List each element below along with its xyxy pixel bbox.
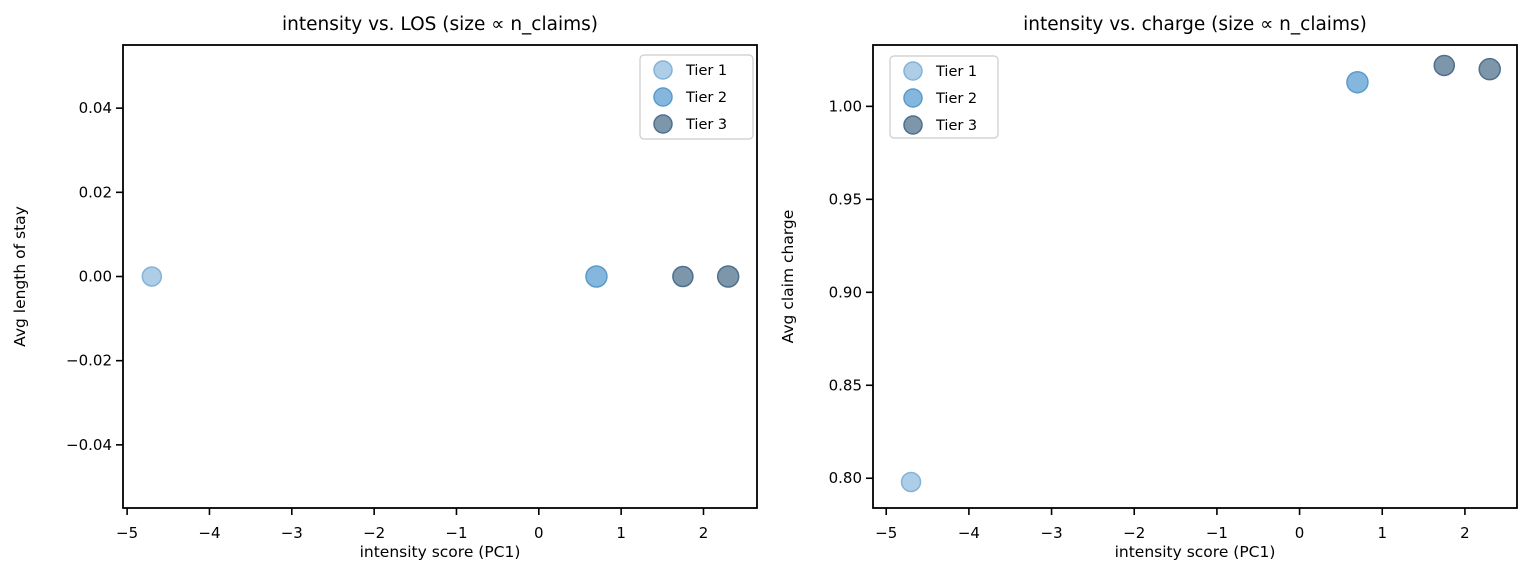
x-axis-label: intensity score (PC1) <box>360 543 521 561</box>
legend: Tier 1 Tier 2 Tier 3 <box>639 54 754 140</box>
legend-marker-tier-2 <box>903 88 923 108</box>
scatter-point-tier-3 <box>1478 57 1501 81</box>
chart-title: intensity vs. LOS (size ∝ n_claims) <box>282 14 598 35</box>
y-tick-label: 0.95 <box>829 190 862 208</box>
legend-marker-tier-1 <box>903 61 923 81</box>
x-tick-label: 2 <box>699 524 709 542</box>
y-axis-label: Avg length of stay <box>11 206 29 347</box>
legend-marker-tier-3 <box>903 115 923 135</box>
scatter-point-tier-3 <box>1433 54 1456 77</box>
x-tick-label: −5 <box>116 524 138 542</box>
y-tick-label: 0.04 <box>79 99 112 117</box>
x-tick-label: −4 <box>958 524 980 542</box>
scatter-point-tier-3 <box>716 265 740 288</box>
x-axis-label: intensity score (PC1) <box>1115 543 1276 561</box>
legend-label: Tier 3 <box>935 118 977 134</box>
subplot-1: −5 −4 −3 −2 −1 0 1 2 1.00 0.95 0.90 0.85 0.80 intensi… <box>779 14 1518 561</box>
scatter-point-tier-3 <box>672 265 694 288</box>
x-tick-label: −2 <box>363 524 385 542</box>
x-tick-label: 0 <box>1295 524 1305 542</box>
legend-label: Tier 3 <box>685 117 727 133</box>
x-tick-label: −3 <box>1041 524 1063 542</box>
x-tick-label: −5 <box>875 524 897 542</box>
y-tick-label: 0.00 <box>79 268 112 286</box>
x-tick-label: −1 <box>1206 524 1228 542</box>
scatter-point-tier-2 <box>585 265 608 288</box>
y-tick-label: 0.02 <box>79 183 112 201</box>
x-tick-label: −1 <box>445 524 467 542</box>
x-tick-label: −3 <box>281 524 303 542</box>
legend-label: Tier 1 <box>935 64 977 80</box>
legend-label: Tier 2 <box>685 90 727 106</box>
x-tick-label: 1 <box>1377 524 1387 542</box>
y-tick-label: 0.80 <box>829 469 862 487</box>
legend: Tier 1 Tier 2 Tier 3 <box>889 55 999 139</box>
y-tick-label: −0.02 <box>66 352 112 370</box>
scatter-point-tier-1 <box>900 471 922 493</box>
scatter-point-tier-1 <box>141 266 163 287</box>
subplot-0: −5 −4 −3 −2 −1 0 1 2 0.04 0.02 0.00 −0.02 −0.04 inten… <box>11 14 758 561</box>
y-tick-label: 1.00 <box>829 97 862 115</box>
axes-frame <box>872 44 1518 509</box>
y-tick-label: 0.90 <box>829 283 862 301</box>
x-tick-label: −4 <box>198 524 220 542</box>
x-tick-label: 0 <box>534 524 544 542</box>
scatter-point-tier-2 <box>1346 70 1369 94</box>
x-tick-label: 2 <box>1460 524 1470 542</box>
x-tick-label: 1 <box>616 524 626 542</box>
legend-label: Tier 2 <box>935 91 977 107</box>
y-tick-label: 0.85 <box>829 376 862 394</box>
legend-label: Tier 1 <box>685 63 727 79</box>
legend-marker-tier-2 <box>653 87 673 107</box>
legend-marker-tier-3 <box>653 114 673 134</box>
y-axis-label: Avg claim charge <box>779 210 797 344</box>
x-tick-label: −2 <box>1123 524 1145 542</box>
legend-marker-tier-1 <box>653 60 673 80</box>
chart-title: intensity vs. charge (size ∝ n_claims) <box>1023 14 1367 35</box>
y-tick-label: −0.04 <box>66 436 112 454</box>
